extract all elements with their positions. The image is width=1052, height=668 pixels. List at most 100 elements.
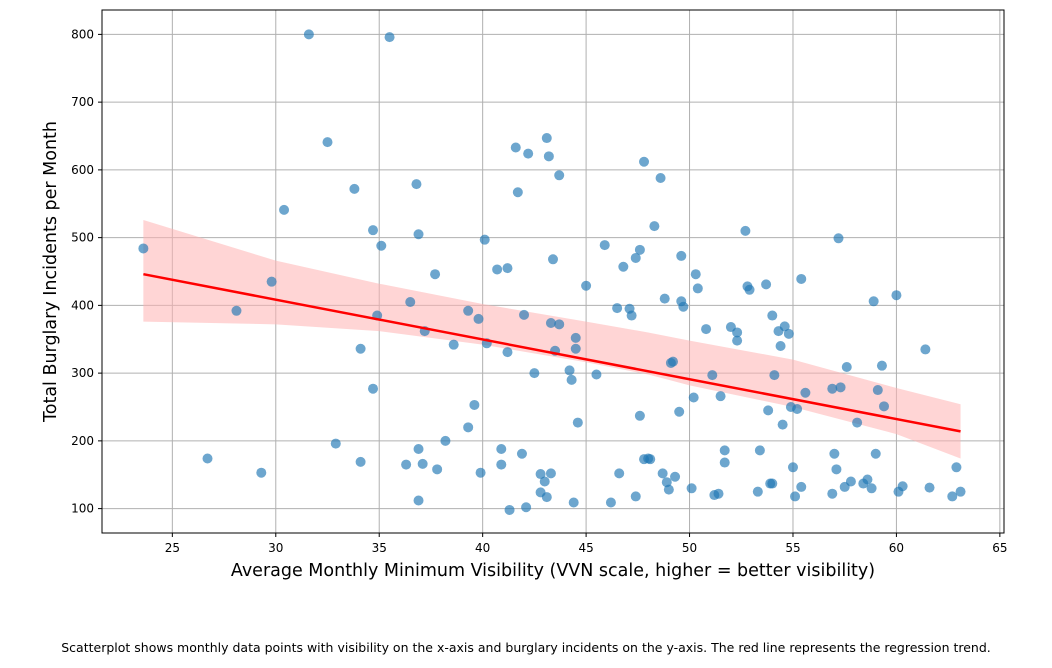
data-point <box>678 301 689 312</box>
data-point <box>630 252 641 263</box>
y-tick-label: 600 <box>71 163 94 177</box>
data-point <box>763 405 774 416</box>
data-point <box>256 467 267 478</box>
data-point <box>630 491 641 502</box>
data-point <box>599 240 610 251</box>
data-point <box>676 250 687 261</box>
data-point <box>792 404 803 415</box>
data-point <box>510 142 521 153</box>
data-point <box>947 491 958 502</box>
data-point <box>686 483 697 494</box>
data-point <box>138 243 149 254</box>
data-point <box>719 457 730 468</box>
x-tick-label: 65 <box>992 541 1007 555</box>
data-point <box>761 279 772 290</box>
data-point <box>897 481 908 492</box>
plot-frame <box>101 9 1005 534</box>
data-point <box>796 481 807 492</box>
confidence-band-area <box>143 220 961 459</box>
data-point <box>612 303 623 314</box>
data-point <box>479 234 490 245</box>
data-point <box>614 468 625 479</box>
data-point <box>504 504 515 515</box>
data-point <box>355 456 366 467</box>
data-point <box>266 276 277 287</box>
data-point <box>951 462 962 473</box>
data-point <box>670 471 681 482</box>
data-point <box>659 293 670 304</box>
data-point <box>572 417 583 428</box>
data-point <box>872 385 883 396</box>
data-point <box>463 422 474 433</box>
y-tick-label: 400 <box>71 298 94 312</box>
data-point <box>800 387 811 398</box>
confidence-band <box>143 220 961 459</box>
y-tick-label: 700 <box>71 95 94 109</box>
data-point <box>554 319 565 330</box>
data-point <box>870 448 881 459</box>
data-point <box>862 474 873 485</box>
data-point <box>554 170 565 181</box>
data-point <box>924 482 935 493</box>
data-point <box>692 283 703 294</box>
data-point <box>539 476 550 487</box>
data-point <box>868 296 879 307</box>
data-point <box>767 310 778 321</box>
y-axis-ticks: 100 200 300 400 500 600 700 800 <box>71 27 102 516</box>
x-axis-ticks: 25 30 35 40 45 50 55 60 65 <box>165 533 1008 555</box>
data-point <box>519 309 530 320</box>
data-point <box>655 173 666 184</box>
x-tick-label: 55 <box>785 541 800 555</box>
data-point <box>231 305 242 316</box>
data-point <box>663 484 674 495</box>
y-tick-label: 300 <box>71 366 94 380</box>
data-point <box>605 497 616 508</box>
data-point <box>713 488 724 499</box>
data-point <box>570 343 581 354</box>
data-point <box>783 328 794 339</box>
data-point <box>690 269 701 280</box>
data-point <box>564 365 575 376</box>
x-tick-label: 25 <box>165 541 180 555</box>
x-tick-label: 50 <box>682 541 697 555</box>
data-point <box>279 204 290 215</box>
x-tick-label: 35 <box>372 541 387 555</box>
x-tick-label: 40 <box>475 541 490 555</box>
data-point <box>841 362 852 373</box>
data-point <box>349 183 360 194</box>
data-point <box>876 360 887 371</box>
data-point <box>732 335 743 346</box>
data-point <box>521 502 532 513</box>
grid-lines <box>102 10 1004 533</box>
data-point <box>752 486 763 497</box>
data-point <box>744 284 755 295</box>
data-point <box>879 401 890 412</box>
data-point <box>626 310 637 321</box>
data-point <box>492 264 503 275</box>
data-point <box>401 459 412 470</box>
data-point <box>639 156 650 167</box>
x-tick-label: 60 <box>889 541 904 555</box>
data-point <box>581 280 592 291</box>
data-point <box>688 392 699 403</box>
data-point <box>475 467 486 478</box>
data-point <box>777 419 788 430</box>
y-axis-title: Total Burglary Incidents per Month <box>41 121 61 423</box>
data-point <box>833 233 844 244</box>
data-point <box>411 179 422 190</box>
regression-line <box>143 272 961 433</box>
data-point <box>775 341 786 352</box>
data-point <box>568 497 579 508</box>
data-point <box>740 225 751 236</box>
data-point <box>473 313 484 324</box>
regression-line-group <box>143 272 961 433</box>
data-point <box>202 453 213 464</box>
data-point <box>796 273 807 284</box>
scatter-chart: 25 30 35 40 45 50 55 60 65 100 200 300 400 500 600 700… <box>41 9 1008 581</box>
data-point <box>368 225 379 236</box>
data-point <box>827 383 838 394</box>
data-point <box>701 324 712 335</box>
data-point <box>790 491 801 502</box>
data-point <box>719 445 730 456</box>
data-point <box>413 443 424 454</box>
